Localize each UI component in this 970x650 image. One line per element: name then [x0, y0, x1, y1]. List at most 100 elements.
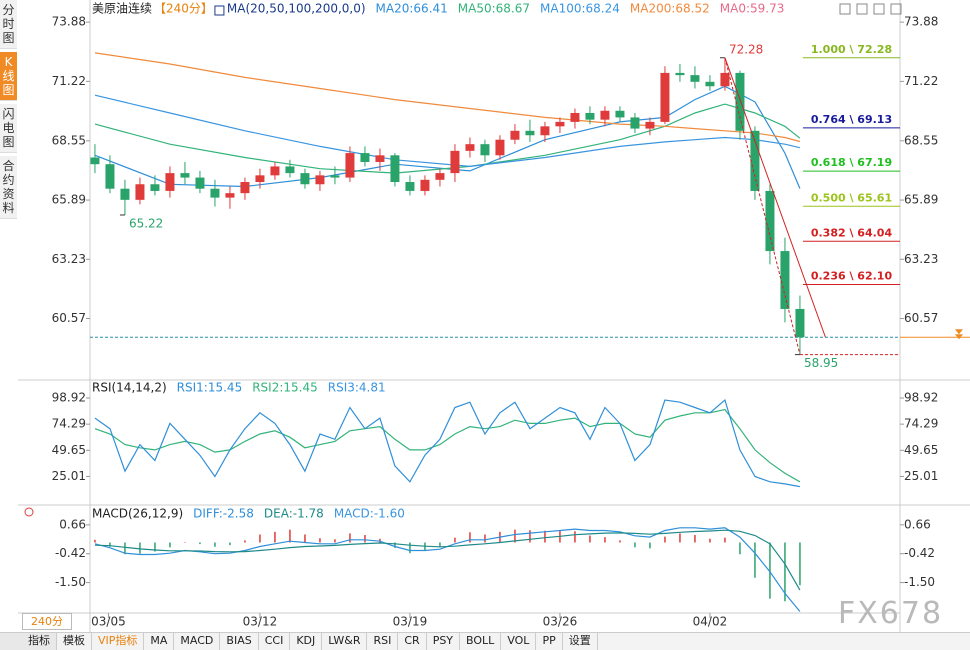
- y-tick-label: 0.66: [59, 517, 86, 531]
- candle-body: [645, 121, 655, 129]
- candle-body: [195, 177, 205, 189]
- toolbar-item[interactable]: MACD: [174, 633, 221, 650]
- candle-body: [210, 188, 220, 198]
- legend-item: RSI3:4.81: [328, 381, 386, 395]
- toolbar-item[interactable]: MA: [144, 633, 175, 650]
- legend-item: MA(20,50,100,200,0,0): [227, 2, 366, 16]
- legend-item: DIFF:-2.58: [193, 507, 254, 521]
- candle-body: [270, 166, 280, 176]
- candle-body: [225, 193, 235, 198]
- candle-body: [360, 153, 370, 162]
- legend-item: MA20:66.41: [376, 2, 448, 16]
- legend-item: 美原油连续: [92, 1, 152, 16]
- toolbar-item[interactable]: 设置: [563, 633, 598, 650]
- candle-body: [135, 184, 145, 200]
- toolbar-item[interactable]: CCI: [259, 633, 291, 650]
- toolbar-item[interactable]: CR: [398, 633, 427, 650]
- candle-body: [600, 110, 610, 120]
- y-tick-label: -0.42: [904, 546, 935, 560]
- candle-body: [570, 112, 580, 122]
- y-tick-label: 74.29: [904, 417, 938, 431]
- y-tick-label: 65.89: [904, 193, 938, 207]
- candle-body: [300, 173, 310, 185]
- candle-body: [585, 112, 595, 120]
- y-tick-label: 63.23: [904, 252, 938, 266]
- x-tick-label: 03/12: [243, 615, 278, 629]
- annotation: 58.95: [804, 356, 838, 370]
- toolbar-item[interactable]: VIP指标: [92, 633, 145, 650]
- candle-body: [735, 72, 745, 131]
- candle-body: [705, 81, 715, 87]
- candle-body: [330, 175, 340, 178]
- tab[interactable]: K线图: [0, 52, 17, 101]
- toolbar-item[interactable]: BIAS: [220, 633, 259, 650]
- y-tick-label: 0.66: [904, 517, 931, 531]
- macd-line: [94, 529, 801, 591]
- y-tick-label: 98.92: [52, 391, 86, 405]
- toolbar-item[interactable]: 指标: [0, 633, 57, 650]
- ma-line: [94, 103, 801, 174]
- legend-item: RSI(14,14,2): [92, 381, 167, 395]
- candle-body: [180, 173, 190, 178]
- legend-item: 【240分】: [154, 2, 213, 16]
- y-tick-label: 68.55: [904, 133, 938, 147]
- fib-label: 0.764 \ 69.13: [811, 113, 892, 126]
- watermark: FX678: [838, 596, 944, 631]
- toolbar-item[interactable]: KDJ: [290, 633, 323, 650]
- candle-body: [105, 164, 115, 189]
- icon[interactable]: [873, 3, 885, 15]
- icon[interactable]: [856, 3, 868, 15]
- fib-label: 0.618 \ 67.19: [811, 156, 892, 169]
- candle-body: [480, 144, 490, 156]
- y-tick-label: 49.65: [52, 443, 86, 457]
- candle-body: [150, 184, 160, 191]
- toolbar-item[interactable]: LW&R: [322, 633, 368, 650]
- chart-background: [18, 0, 970, 632]
- candle-body: [720, 72, 730, 87]
- candle-body: [90, 157, 100, 165]
- rsi-line: [94, 408, 801, 483]
- candle-body: [795, 308, 805, 338]
- toolbar-item[interactable]: VOL: [501, 633, 537, 650]
- y-tick-label: 73.88: [904, 15, 938, 29]
- last-price-arrow: [955, 329, 963, 340]
- candle-body: [765, 190, 775, 252]
- toolbar-item[interactable]: PSY: [427, 633, 461, 650]
- candle-body: [675, 72, 685, 76]
- toolbar-item[interactable]: BOLL: [460, 633, 502, 650]
- y-tick-label: -0.42: [55, 546, 86, 560]
- y-tick-label: 49.65: [904, 443, 938, 457]
- y-tick-label: 98.92: [904, 391, 938, 405]
- ma-line: [94, 52, 801, 143]
- y-tick-label: 74.29: [52, 417, 86, 431]
- candle-body: [375, 155, 385, 162]
- x-tick-label: 03/19: [393, 615, 428, 629]
- tab[interactable]: 合约资料: [0, 156, 17, 219]
- candle-body: [420, 179, 430, 191]
- x-tick-label: 03/05: [91, 615, 126, 629]
- candle-body: [315, 175, 325, 185]
- y-tick-label: 71.22: [904, 74, 938, 88]
- candle-body: [630, 117, 640, 129]
- fib-label: 0.382 \ 64.04: [811, 226, 893, 239]
- icon[interactable]: [890, 3, 902, 15]
- candle-body: [690, 75, 700, 82]
- fib-label: 0.500 \ 65.61: [811, 191, 892, 204]
- fib-label: 1.000 \ 72.28: [811, 43, 892, 56]
- candle-body: [780, 251, 790, 309]
- period-box[interactable]: 240分: [22, 613, 72, 630]
- candle-body: [345, 153, 355, 178]
- tab[interactable]: 闪电图: [0, 104, 17, 153]
- toolbar-item[interactable]: PP: [536, 633, 563, 650]
- candle-body: [255, 175, 265, 183]
- tab[interactable]: 分时图: [0, 0, 17, 49]
- toolbar-item[interactable]: RSI: [367, 633, 399, 650]
- toolbar-item[interactable]: 模板: [57, 633, 92, 650]
- legend-item: MA200:68.52: [630, 2, 710, 16]
- toolbar: 指标 模板 VIP指标 MA MACD BIAS CCI KDJ LW&R RSI CR PSY BOL…: [0, 632, 970, 650]
- trend-line: [724, 57, 801, 355]
- y-tick-label: 60.57: [904, 311, 938, 325]
- icon[interactable]: [839, 3, 851, 15]
- candle-body: [435, 173, 445, 180]
- legend-item: MA100:68.24: [540, 2, 620, 16]
